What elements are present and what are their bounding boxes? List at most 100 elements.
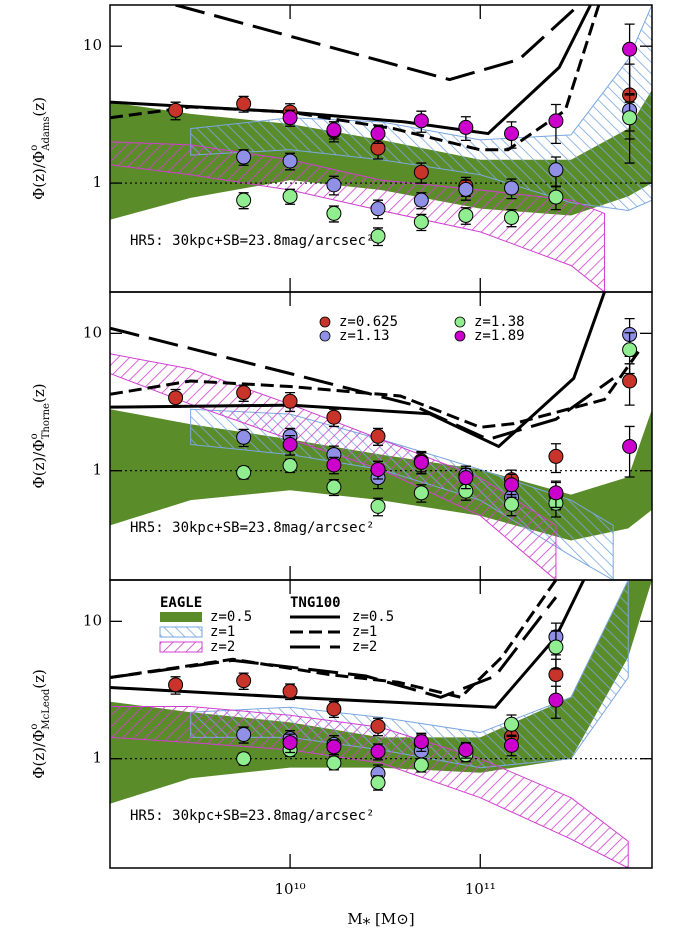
point [326,205,342,221]
y-axis-label-part: o [29,724,40,730]
band [110,705,629,868]
point [548,113,564,129]
y-axis-label-part: (z) [30,383,48,403]
y-axis-label-part: Φ(z)/Φ [30,151,48,200]
y-axis-label: Φ(z)/ΦoAdams(z) [29,97,52,200]
y-axis-label-part: Thorne [41,403,52,439]
legend-label: z=1.38 [474,314,525,330]
point [168,390,184,406]
point [370,718,386,734]
x-tick-label: 10¹⁰ [275,880,306,898]
point [504,716,520,732]
y-tick-label: 1 [92,173,102,191]
point [413,214,429,230]
legend-marker [454,316,466,328]
tng-line [110,580,586,709]
point [413,192,429,208]
point [548,692,564,708]
x-tick-label: 10¹¹ [465,880,496,898]
point [326,409,342,425]
legend-marker [454,330,466,342]
point [326,755,342,771]
y-tick-label: 10 [83,323,102,341]
point [326,122,342,138]
point [548,485,564,501]
point [458,207,474,223]
point [622,439,638,455]
legend-label: z=2 [210,639,235,655]
panel-frame [109,579,653,869]
annotation: HR5: 30kpc+SB=23.8mag/arcsec² [130,520,374,536]
legend-label: z=0.625 [339,314,398,330]
point [548,667,564,683]
legend-label: z=1 [210,624,235,640]
point [413,164,429,180]
point [622,41,638,57]
legend-label: z=1 [352,624,377,640]
plot-area [110,5,652,292]
y-tick-label: 1 [92,749,102,767]
y-axis-label: Φ(z)/ΦoThorne(z) [29,383,52,488]
legend-label: z=0.5 [352,609,394,625]
point [548,162,564,178]
legend-label: z=2 [352,639,377,655]
point [413,734,429,750]
point [548,448,564,464]
y-axis-label: Φ(z)/ΦoMcLeod(z) [29,669,52,779]
point [168,102,184,118]
y-axis-label-part: McLeod [41,688,52,729]
y-axis-label-part: Φ(z)/Φ [30,439,48,488]
point [413,485,429,501]
band [110,141,605,292]
point [504,210,520,226]
y-axis-label-part: o [29,433,40,439]
point [236,149,252,165]
point [282,393,298,409]
point [326,739,342,755]
legend-swatch [159,641,203,653]
point [458,470,474,486]
point [282,437,298,453]
band [190,5,652,212]
annotation: HR5: 30kpc+SB=23.8mag/arcsec² [130,808,374,824]
tng-line [110,596,558,699]
point [548,639,564,655]
point [236,727,252,743]
point [236,429,252,445]
y-axis-label-part: o [29,145,40,151]
point [622,110,638,126]
y-tick-label: 1 [92,461,102,479]
point [622,373,638,389]
point [370,201,386,217]
point [370,126,386,142]
legend-marker [319,316,331,328]
point [370,462,386,478]
point [458,181,474,197]
point [458,119,474,135]
legend-label: z=1.89 [474,328,525,344]
point [282,735,298,751]
legend-label: z=0.5 [210,609,252,625]
point [370,228,386,244]
point [282,153,298,169]
point [370,498,386,514]
y-axis-label-part: Adams [41,117,52,152]
point [282,188,298,204]
point [458,742,474,758]
plot-area [110,292,652,580]
tng-line [175,5,580,82]
point [326,177,342,193]
point [236,751,252,767]
point [236,96,252,112]
point [326,479,342,495]
error-bar [624,23,635,95]
annotation: HR5: 30kpc+SB=23.8mag/arcsec² [130,233,374,249]
point [326,457,342,473]
legend-title: TNG100 [290,595,341,611]
point [504,737,520,753]
legend-marker [319,330,331,342]
point [413,113,429,129]
point [326,701,342,717]
point [282,683,298,699]
point [370,428,386,444]
